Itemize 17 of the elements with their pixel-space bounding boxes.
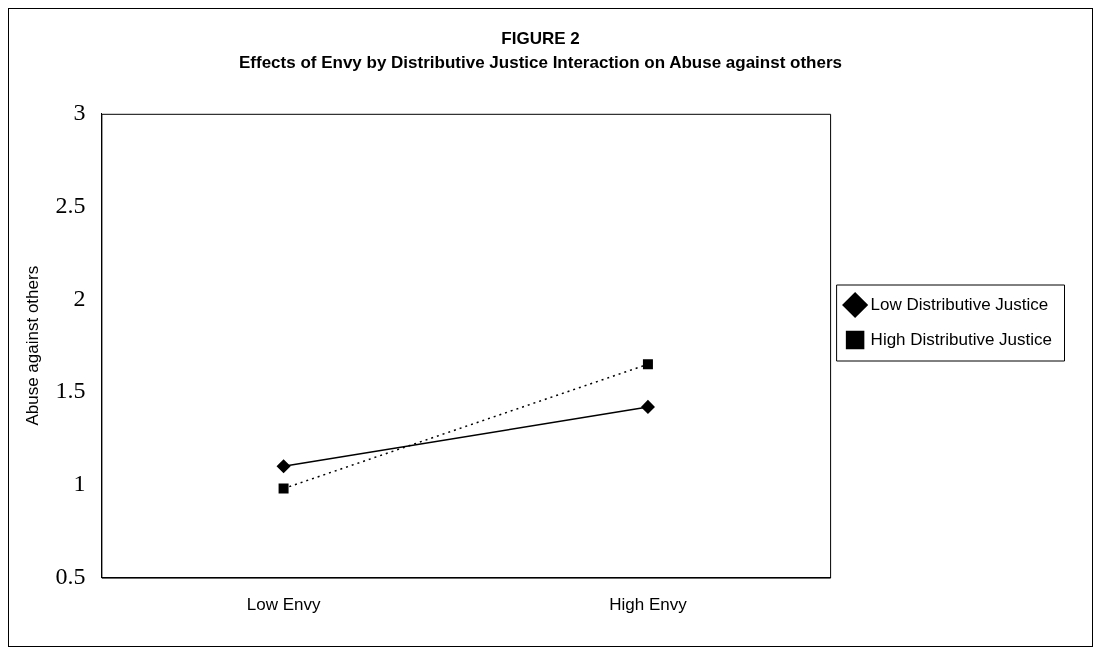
x-tick-label: High Envy bbox=[609, 595, 688, 615]
y-axis-title: Abuse against others bbox=[22, 265, 42, 426]
x-tick-label: Low Envy bbox=[246, 595, 321, 615]
legend-label: High Distributive Justice bbox=[870, 329, 1053, 349]
point bbox=[276, 459, 291, 474]
point bbox=[278, 483, 289, 494]
y-tick-label: 1.5 bbox=[55, 377, 86, 404]
chart-title: FIGURE 2 bbox=[501, 28, 580, 48]
legend-label: Low Distributive Justice bbox=[870, 294, 1049, 314]
chart-subtitle: Effects of Envy by Distributive Justice Interaction on Abuse against others bbox=[238, 53, 843, 73]
y-tick-label: 2.5 bbox=[55, 191, 86, 218]
y-tick-label: 1 bbox=[73, 470, 86, 497]
y-tick-label: 3 bbox=[73, 99, 86, 126]
point bbox=[641, 400, 655, 414]
y-tick-label: 0.5 bbox=[55, 562, 86, 589]
y-tick-label: 2 bbox=[73, 284, 86, 311]
point bbox=[642, 359, 653, 370]
